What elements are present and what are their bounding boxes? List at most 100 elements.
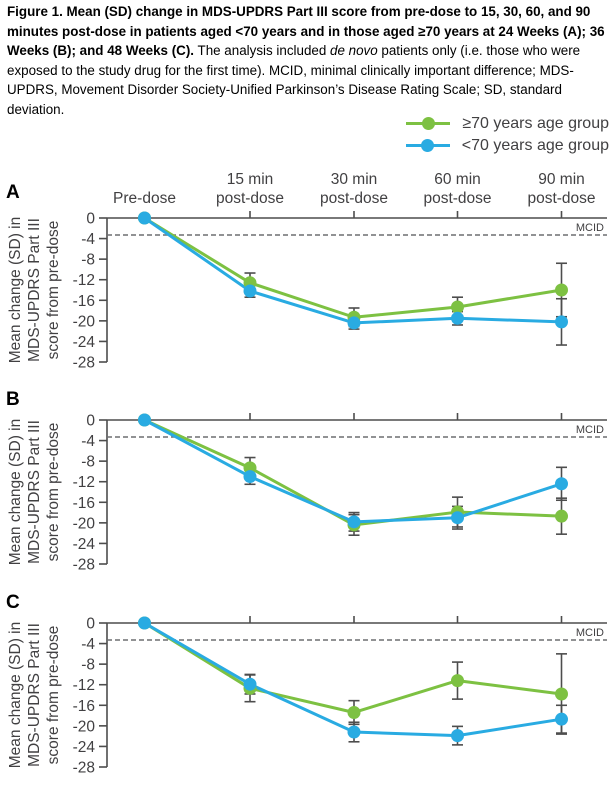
svg-text:score from pre-dose: score from pre-dose (45, 626, 62, 765)
lt70-line-marker-icon (405, 139, 450, 153)
data-point-marker (451, 511, 464, 525)
svg-text:-16: -16 (73, 293, 95, 310)
svg-text:-8: -8 (81, 454, 95, 471)
svg-text:-24: -24 (73, 739, 96, 756)
svg-text:-12: -12 (73, 272, 95, 289)
ge70-line-marker-icon (406, 117, 451, 131)
svg-text:0: 0 (86, 211, 95, 228)
svg-text:post-dose: post-dose (320, 190, 388, 207)
svg-text:MDS-UPDRS Part III: MDS-UPDRS Part III (26, 420, 43, 564)
svg-text:-8: -8 (81, 657, 95, 674)
series-markers-0 (138, 616, 568, 719)
svg-text:-8: -8 (81, 252, 95, 269)
x-axis-labels: Pre-dose 15 min post-dose 30 min post-dose 60… (113, 171, 595, 207)
data-point-marker (243, 470, 257, 484)
svg-text:30 min: 30 min (331, 171, 378, 188)
data-point-marker (555, 509, 568, 523)
axes (99, 413, 607, 565)
svg-text:post-dose: post-dose (423, 190, 491, 207)
svg-text:-28: -28 (73, 760, 95, 777)
series-markers-0 (138, 211, 568, 324)
svg-text:60 min: 60 min (434, 171, 481, 188)
data-point-marker (555, 712, 568, 726)
axes (99, 211, 607, 363)
error-bars-series-0 (244, 262, 567, 328)
series-line-0 (143, 418, 563, 527)
svg-text:-28: -28 (73, 557, 95, 574)
data-point-marker (347, 725, 361, 739)
data-point-marker (451, 729, 464, 743)
svg-text:Mean change (SD) in: Mean change (SD) in (7, 622, 24, 768)
chart-panel-b: B Mean change (SD) in MDS-UPDRS Part III sc… (6, 389, 607, 574)
caption-normal-text-2: patients only (i.e. those who were expos… (7, 43, 581, 117)
legend-item-ge70: ≥70 years age group (406, 113, 609, 134)
svg-text:-12: -12 (73, 474, 95, 491)
svg-text:-28: -28 (73, 355, 95, 372)
error-bars-series-1 (244, 284, 567, 346)
chart-panel-c: C Mean change (SD) in MDS-UPDRS Part III sc… (6, 592, 607, 777)
svg-text:Pre-dose: Pre-dose (113, 190, 176, 207)
svg-text:post-dose: post-dose (527, 190, 595, 207)
series-line-1 (143, 216, 563, 325)
series-line-1 (143, 418, 563, 524)
svg-text:score from pre-dose: score from pre-dose (45, 221, 62, 360)
caption-bold-text: Figure 1. Mean (SD) change in MDS-UPDRS … (7, 4, 605, 59)
data-point-marker (555, 477, 568, 491)
panel-letter-b: B (6, 389, 20, 410)
panel-letter-a: A (6, 182, 20, 203)
mcid-label: MCID (576, 222, 604, 234)
error-bars-series-0 (244, 653, 567, 735)
figure-caption: Figure 1. Mean (SD) change in MDS-UPDRS … (7, 2, 606, 120)
svg-text:-20: -20 (73, 313, 96, 330)
series-markers-1 (138, 211, 568, 330)
data-point-marker (243, 284, 257, 298)
svg-text:15 min: 15 min (227, 171, 274, 188)
data-point-marker (138, 211, 151, 225)
chart-panel-a: Pre-dose 15 min post-dose 30 min post-dose 60… (6, 171, 607, 372)
y-tick-labels: 0 -4 -8 -12 -16 -20 -24 -28 (73, 413, 96, 574)
svg-text:-20: -20 (73, 718, 96, 735)
svg-text:90 min: 90 min (538, 171, 585, 188)
svg-text:-16: -16 (73, 495, 95, 512)
svg-text:-4: -4 (81, 636, 95, 653)
y-axis-title: Mean change (SD) in MDS-UPDRS Part III sco… (7, 622, 62, 768)
svg-text:0: 0 (86, 413, 95, 430)
series-markers-1 (138, 616, 568, 743)
mcid-label: MCID (576, 424, 604, 436)
svg-text:MDS-UPDRS Part III: MDS-UPDRS Part III (26, 218, 43, 362)
data-point-marker (451, 300, 464, 314)
data-point-marker (555, 315, 568, 329)
svg-text:post-dose: post-dose (216, 190, 284, 207)
svg-text:-20: -20 (73, 515, 96, 532)
y-tick-labels: 0 -4 -8 -12 -16 -20 -24 -28 (73, 211, 96, 372)
svg-text:-24: -24 (73, 536, 96, 553)
caption-normal-text: The analysis included (194, 43, 331, 59)
y-tick-labels: 0 -4 -8 -12 -16 -20 -24 -28 (73, 616, 96, 777)
svg-text:0: 0 (86, 616, 95, 633)
svg-text:MDS-UPDRS Part III: MDS-UPDRS Part III (26, 623, 43, 767)
y-axis-title: Mean change (SD) in MDS-UPDRS Part III sco… (7, 419, 62, 565)
series-line-0 (143, 216, 563, 319)
svg-text:Mean change (SD) in: Mean change (SD) in (7, 419, 24, 565)
y-axis-title: Mean change (SD) in MDS-UPDRS Part III sco… (7, 217, 62, 363)
mcid-label: MCID (576, 627, 604, 639)
data-point-marker (243, 677, 257, 691)
legend-label-ge70: ≥70 years age group (462, 114, 609, 132)
data-point-marker (555, 687, 568, 701)
svg-text:score from pre-dose: score from pre-dose (45, 423, 62, 562)
data-point-marker (138, 413, 151, 427)
data-point-marker (138, 616, 151, 630)
legend: ≥70 years age group <70 years age group (405, 113, 609, 156)
svg-text:-4: -4 (81, 231, 95, 248)
legend-item-lt70: <70 years age group (405, 135, 609, 156)
series-markers-1 (138, 413, 568, 529)
legend-label-lt70: <70 years age group (461, 136, 609, 154)
svg-text:-4: -4 (81, 433, 95, 450)
caption-italic-text: de novo (330, 43, 378, 59)
data-point-marker (347, 515, 361, 529)
panel-letter-c: C (6, 592, 20, 613)
svg-text:Mean change (SD) in: Mean change (SD) in (7, 217, 24, 363)
svg-text:-16: -16 (73, 698, 95, 715)
data-point-marker (347, 705, 361, 719)
